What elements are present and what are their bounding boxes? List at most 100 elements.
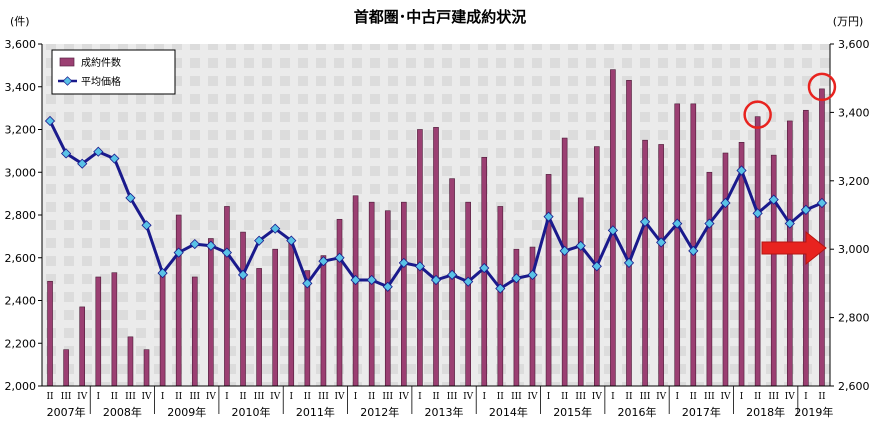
bar: [819, 88, 825, 387]
line-point: [527, 269, 538, 280]
bar: [256, 268, 262, 387]
quarter-label: II: [690, 392, 698, 402]
bar: [433, 127, 439, 387]
bar: [497, 206, 504, 387]
quarter-label: III: [318, 392, 329, 402]
quarter-label: II: [432, 392, 440, 402]
quarter-label: III: [61, 392, 72, 402]
right-axis-unit: (万円): [833, 15, 864, 28]
bar: [417, 129, 423, 387]
line-point: [318, 256, 329, 267]
bar: [79, 306, 86, 387]
line-point: [495, 283, 506, 294]
line-point: [109, 153, 120, 164]
year-label: 2010年: [232, 405, 271, 419]
quarter-label: IV: [592, 392, 603, 402]
quarter-label: I: [161, 392, 165, 402]
line-point: [543, 211, 554, 222]
bar: [642, 139, 648, 387]
legend-label-line: 平均価格: [81, 75, 121, 88]
line-point: [784, 218, 795, 229]
line-point: [800, 204, 811, 215]
year-label: 2009年: [167, 405, 206, 419]
line-point: [447, 269, 458, 280]
quarter-label: IV: [463, 392, 474, 402]
quarter-label: I: [611, 392, 615, 402]
line-point: [414, 261, 426, 272]
quarter-label: II: [304, 392, 312, 402]
line-point: [430, 274, 442, 286]
x-axis: II III IV I II III IV I II III IV I II III IV I II III IV I…: [42, 385, 833, 419]
bar: [159, 270, 166, 387]
line-point: [398, 257, 409, 269]
quarter-label: II: [368, 392, 376, 402]
line-point: [302, 278, 313, 289]
bar: [674, 103, 681, 387]
year-label: 2007年: [47, 405, 86, 419]
bar: [63, 349, 69, 387]
quarter-label: III: [704, 392, 715, 402]
bar: [577, 197, 584, 387]
line-point: [77, 158, 88, 169]
quarter-label: II: [497, 392, 505, 402]
right-tick-label: 3,200: [838, 175, 870, 188]
legend-box: [51, 49, 176, 95]
quarter-label: I: [675, 392, 679, 402]
quarter-label: IV: [656, 392, 667, 402]
line-point: [286, 235, 297, 246]
line-point: [752, 208, 763, 219]
bar: [465, 201, 471, 387]
line-point: [704, 218, 715, 229]
bar: [191, 276, 198, 387]
bar: [336, 218, 343, 387]
legend-bar-swatch: [59, 57, 75, 67]
quarter-label: III: [254, 392, 265, 402]
bar: [47, 280, 53, 387]
quarter-label: IV: [785, 392, 796, 402]
left-axis-unit: (件): [10, 15, 30, 28]
quarter-label: I: [740, 392, 744, 402]
quarter-label: III: [447, 392, 458, 402]
quarter-label: III: [511, 392, 522, 402]
quarter-label: IV: [270, 392, 281, 402]
quarter-label: III: [382, 392, 393, 402]
line-point: [189, 238, 200, 250]
highlight-circle: [743, 100, 772, 129]
quarter-label: I: [547, 392, 551, 402]
quarter-label: I: [354, 392, 358, 402]
bar: [513, 248, 520, 387]
left-tick-label: 2,400: [5, 295, 37, 308]
line-point: [591, 261, 602, 272]
legend-label-bar: 成約件数: [81, 56, 121, 69]
line-point: [157, 268, 168, 279]
bar: [626, 80, 632, 387]
line-point: [639, 216, 651, 227]
line-point: [350, 274, 361, 286]
quarter-label: II: [754, 392, 762, 402]
line-point: [237, 269, 249, 280]
quarter-label: III: [189, 392, 200, 402]
line-point: [270, 223, 281, 234]
right-tick-label: 3,600: [838, 38, 870, 51]
line-point: [575, 240, 586, 251]
line-point: [205, 240, 216, 251]
line-point: [688, 245, 699, 257]
bar: [561, 137, 568, 387]
bar: [368, 201, 375, 387]
year-label: 2016年: [618, 405, 657, 419]
left-tick-label: 2,200: [5, 337, 37, 350]
bar: [320, 255, 327, 387]
bar: [143, 349, 150, 387]
left-tick-label: 3,400: [5, 81, 37, 94]
right-tick-label: 2,800: [838, 312, 870, 325]
bar: [658, 144, 664, 387]
quarter-label: II: [46, 392, 54, 402]
right-tick-label: 2,600: [838, 380, 870, 393]
line-point: [254, 235, 265, 246]
left-tick-label: 3,000: [5, 166, 37, 179]
quarter-label: IV: [77, 392, 88, 402]
line-point: [173, 247, 184, 258]
year-label: 2013年: [425, 405, 464, 419]
quarter-label: I: [482, 392, 486, 402]
bar: [754, 116, 761, 387]
